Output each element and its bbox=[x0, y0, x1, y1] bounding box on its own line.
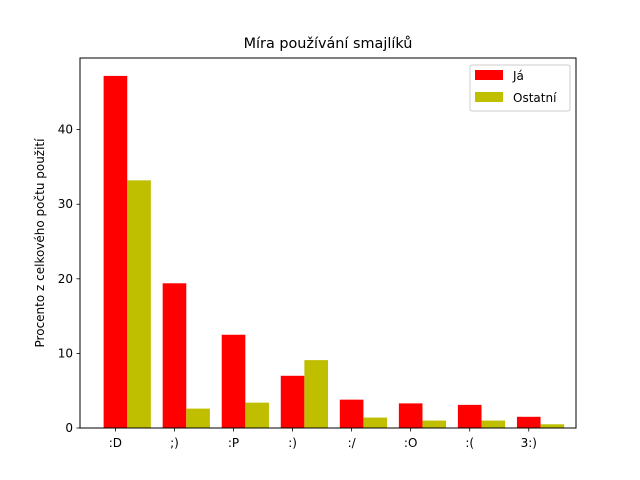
bar-ostatni-6 bbox=[481, 420, 506, 428]
bar-ja-7 bbox=[516, 416, 541, 428]
bar-ostatni-7 bbox=[540, 424, 565, 428]
bar-ostatni-4 bbox=[363, 417, 388, 428]
x-tick-label: :( bbox=[465, 436, 474, 450]
bar-ja-2 bbox=[221, 334, 246, 428]
y-axis-label: Procento z celkového počtu použití bbox=[33, 138, 47, 348]
x-tick-label: :/ bbox=[348, 436, 357, 450]
bar-ja-0 bbox=[103, 75, 128, 428]
bar-ostatni-1 bbox=[186, 408, 210, 428]
y-tick-label: 40 bbox=[58, 123, 73, 137]
bar-ja-5 bbox=[398, 403, 423, 428]
bar-ostatni-5 bbox=[422, 420, 447, 428]
legend-label: Ostatní bbox=[513, 91, 557, 105]
legend-swatch bbox=[475, 70, 503, 80]
x-tick-label: 3:) bbox=[521, 436, 537, 450]
bar-ja-1 bbox=[162, 283, 187, 428]
legend-swatch bbox=[475, 92, 503, 102]
x-tick-label: :D bbox=[109, 436, 122, 450]
y-tick-label: 0 bbox=[65, 421, 73, 435]
x-axis: :D;) :P:) :/ :O :( 3:) bbox=[109, 428, 537, 450]
bar-ja-3 bbox=[280, 375, 305, 428]
y-tick-label: 10 bbox=[58, 346, 73, 360]
x-tick-label: :P bbox=[228, 436, 239, 450]
bar-ostatni-0 bbox=[127, 180, 151, 428]
y-tick-label: 30 bbox=[58, 197, 73, 211]
y-tick-label: 20 bbox=[58, 272, 73, 286]
bar-ja-6 bbox=[457, 404, 482, 428]
plot-area-frame bbox=[79, 57, 577, 429]
bars bbox=[103, 75, 565, 428]
y-axis: 0 10 20 30 40 bbox=[58, 123, 80, 435]
chart-title: Míra používání smajlíků bbox=[244, 36, 413, 52]
x-tick-label: :) bbox=[288, 436, 297, 450]
bar-ja-4 bbox=[339, 399, 364, 428]
bar-ostatni-2 bbox=[245, 402, 269, 428]
bar-ostatni-3 bbox=[304, 360, 328, 428]
legend: Já Ostatní bbox=[469, 64, 571, 112]
x-tick-label: :O bbox=[404, 436, 418, 450]
legend-label: Já bbox=[512, 69, 524, 83]
x-tick-label: ;) bbox=[170, 436, 179, 450]
